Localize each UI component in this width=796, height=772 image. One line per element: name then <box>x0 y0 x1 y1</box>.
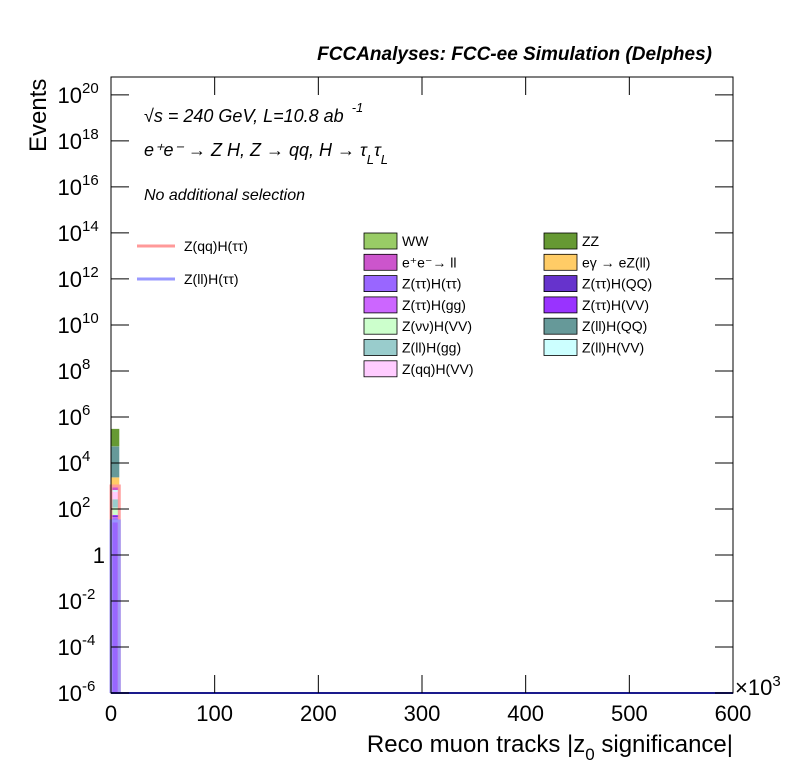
legend-label: Z(qq)H(VV) <box>402 361 474 377</box>
y-tick-label: 10 <box>58 267 82 292</box>
y-tick-exponent: 4 <box>82 448 90 465</box>
legend-swatch <box>363 296 398 314</box>
legend-label: Z(νν)H(VV) <box>402 318 472 334</box>
x-axis-label-end: significance| <box>595 731 733 758</box>
y-tick-exponent: 8 <box>82 356 90 373</box>
y-tick-label: 10 <box>58 681 82 706</box>
legend-swatch <box>363 275 398 293</box>
legend-swatch <box>363 317 398 335</box>
y-tick-exponent: 16 <box>82 172 99 189</box>
y-tick-exponent: -2 <box>82 586 95 603</box>
y-tick-exponent: -4 <box>82 632 95 649</box>
y-tick-label: 10 <box>58 359 82 384</box>
stack-bar <box>111 491 120 500</box>
annotation-process-sub: L <box>367 152 374 167</box>
y-tick-exponent: 14 <box>82 218 99 235</box>
legend-label: eγ → eZ(ll) <box>582 254 650 270</box>
y-tick-exponent: 20 <box>82 80 99 97</box>
stack-bar <box>111 490 120 492</box>
stack-bar <box>111 515 120 517</box>
y-tick-label: 10 <box>58 175 82 200</box>
stack-bar <box>111 428 120 447</box>
annotation-process-tau: τ <box>374 140 382 160</box>
chart-title: FCCAnalyses: FCC-ee Simulation (Delphes) <box>317 44 712 65</box>
legend-label: Z(ττ)H(VV) <box>582 297 649 313</box>
legend-label: WW <box>402 233 429 249</box>
y-tick-exponent: 18 <box>82 126 99 143</box>
x-tick-label: 200 <box>300 701 337 726</box>
y-tick-exponent: 12 <box>82 264 99 281</box>
legend-label: Z(ττ)H(gg) <box>402 297 466 313</box>
legend-swatch <box>543 253 578 271</box>
y-tick-exponent: -6 <box>82 678 95 695</box>
annotation-process-main: e⁺e⁻ → Z H, Z → qq, H → τ <box>144 140 368 160</box>
annotation-process: e⁺e⁻ → Z H, Z → qq, H → τLτL <box>144 140 388 167</box>
annotation-selection: No additional selection <box>144 187 305 204</box>
stack-bar <box>111 477 120 488</box>
y-tick-label: 10 <box>58 221 82 246</box>
x-axis-label-sub: 0 <box>585 745 594 764</box>
stack-bar <box>111 518 120 693</box>
plot-area <box>109 428 121 693</box>
legend-label: Z(ll)H(ττ) <box>184 271 239 287</box>
y-axis-label: Events <box>25 79 52 152</box>
annotation-energy-exp: -1 <box>352 100 364 115</box>
x-multiplier: ×103 <box>735 673 781 700</box>
y-tick-label: 10 <box>58 635 82 660</box>
x-tick-label: 400 <box>507 701 544 726</box>
stack-bar <box>111 487 120 491</box>
y-tick-exponent: 10 <box>82 310 99 327</box>
x-axis-label-main: Reco muon tracks |z <box>367 731 585 758</box>
legend-swatch <box>363 339 398 356</box>
stack-bar <box>111 507 120 515</box>
x-tick-label: 0 <box>105 701 117 726</box>
stack-bar <box>111 516 120 519</box>
x-axis-label: Reco muon tracks |z0 significance| <box>367 731 733 764</box>
legend-label: Z(ττ)H(QQ) <box>582 276 652 292</box>
y-tick-label: 1 <box>93 543 105 568</box>
x-multiplier-exp: 3 <box>772 673 780 690</box>
x-tick-label: 600 <box>715 701 752 726</box>
x-tick-label: 300 <box>404 701 441 726</box>
legend-label: Z(ll)H(gg) <box>402 340 461 356</box>
y-tick-label: 10 <box>58 497 82 522</box>
legend-swatch <box>543 275 578 293</box>
legend-swatch <box>543 317 578 335</box>
x-multiplier-base: ×10 <box>735 675 772 700</box>
legend-label: e⁺e⁻→ ll <box>402 254 456 270</box>
legend-swatch <box>543 296 578 314</box>
legend-swatch <box>543 339 578 356</box>
x-tick-label: 100 <box>196 701 233 726</box>
legend-label: Z(qq)H(ττ) <box>184 238 248 254</box>
legend-label: Z(ττ)H(ττ) <box>402 276 461 292</box>
y-tick-label: 10 <box>58 129 82 154</box>
legend-label: ZZ <box>582 233 600 249</box>
legend-swatch <box>363 253 398 271</box>
y-tick-label: 10 <box>58 83 82 108</box>
legend-swatch <box>363 360 398 378</box>
y-tick-exponent: 2 <box>82 494 90 511</box>
legend-label: Z(ll)H(VV) <box>582 340 644 356</box>
y-tick-label: 10 <box>58 313 82 338</box>
y-tick-label: 10 <box>58 405 82 430</box>
annotation-energy: √s = 240 GeV, L=10.8 ab -1 <box>144 100 363 126</box>
y-tick-label: 10 <box>58 589 82 614</box>
stack-bar <box>111 446 120 478</box>
y-tick-exponent: 6 <box>82 402 90 419</box>
legend-swatch <box>543 232 578 250</box>
annotation-energy-main: √s = 240 GeV, L=10.8 ab <box>144 106 344 126</box>
legend-swatch <box>363 232 398 250</box>
x-tick-label: 500 <box>611 701 648 726</box>
stack-bar <box>111 514 120 516</box>
y-tick-label: 10 <box>58 451 82 476</box>
stack-bar <box>111 499 120 508</box>
annotation-process-sub: L <box>381 152 388 167</box>
legend-label: Z(ll)H(QQ) <box>582 318 647 334</box>
